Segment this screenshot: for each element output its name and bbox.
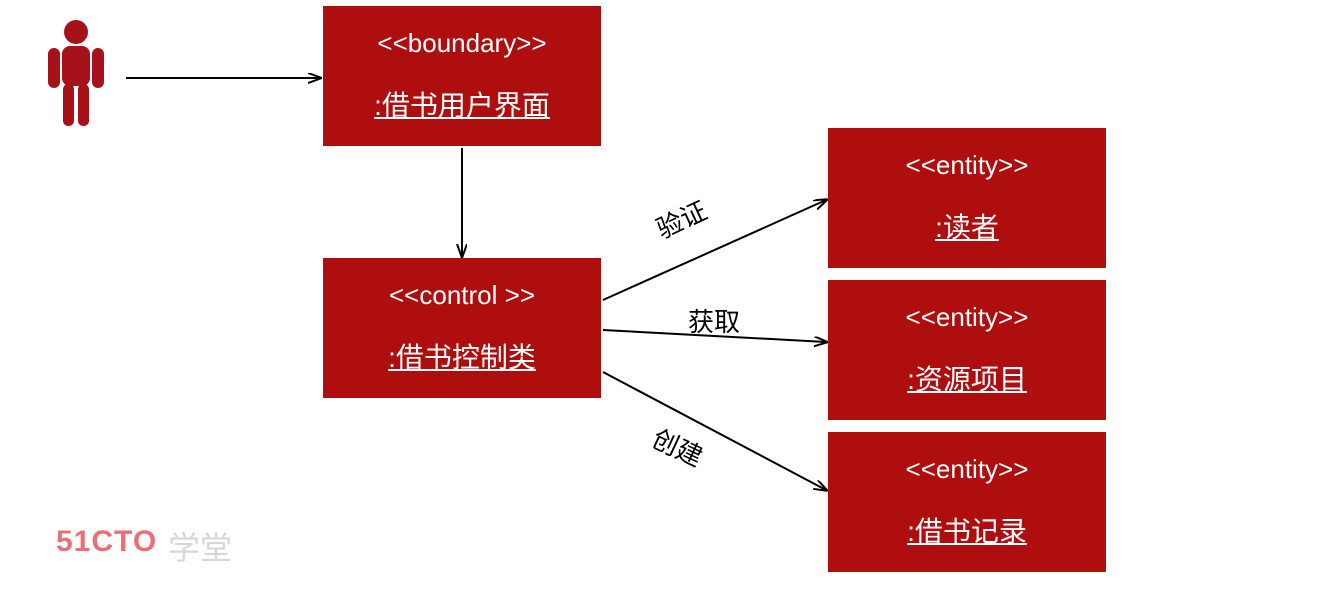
edges-layer <box>0 0 1329 603</box>
edge-label: 获取 <box>688 302 740 339</box>
node-entity3: <<entity>> :借书记录 <box>828 432 1106 572</box>
node-boundary: <<boundary>> :借书用户界面 <box>323 6 601 146</box>
stereotype-label: <<boundary>> <box>377 28 546 59</box>
stereotype-label: <<entity>> <box>906 302 1029 333</box>
node-control: <<control >> :借书控制类 <box>323 258 601 398</box>
instance-label: :借书记录 <box>907 510 1027 550</box>
stereotype-label: <<entity>> <box>906 454 1029 485</box>
edge-line <box>603 200 826 300</box>
watermark-brand: 51CTO <box>56 525 157 559</box>
edge-line <box>603 372 826 490</box>
node-entity1: <<entity>> :读者 <box>828 128 1106 268</box>
instance-label: :借书控制类 <box>388 336 536 376</box>
instance-label: :读者 <box>935 206 999 246</box>
stereotype-label: <<control >> <box>389 280 535 311</box>
watermark-suffix: 学堂 <box>168 523 232 569</box>
instance-label: :资源项目 <box>907 358 1027 398</box>
diagram-canvas: <<boundary>> :借书用户界面 <<control >> :借书控制类 <<e… <box>0 0 1329 603</box>
stereotype-label: <<entity>> <box>906 150 1029 181</box>
node-entity2: <<entity>> :资源项目 <box>828 280 1106 420</box>
instance-label: :借书用户界面 <box>374 84 550 124</box>
